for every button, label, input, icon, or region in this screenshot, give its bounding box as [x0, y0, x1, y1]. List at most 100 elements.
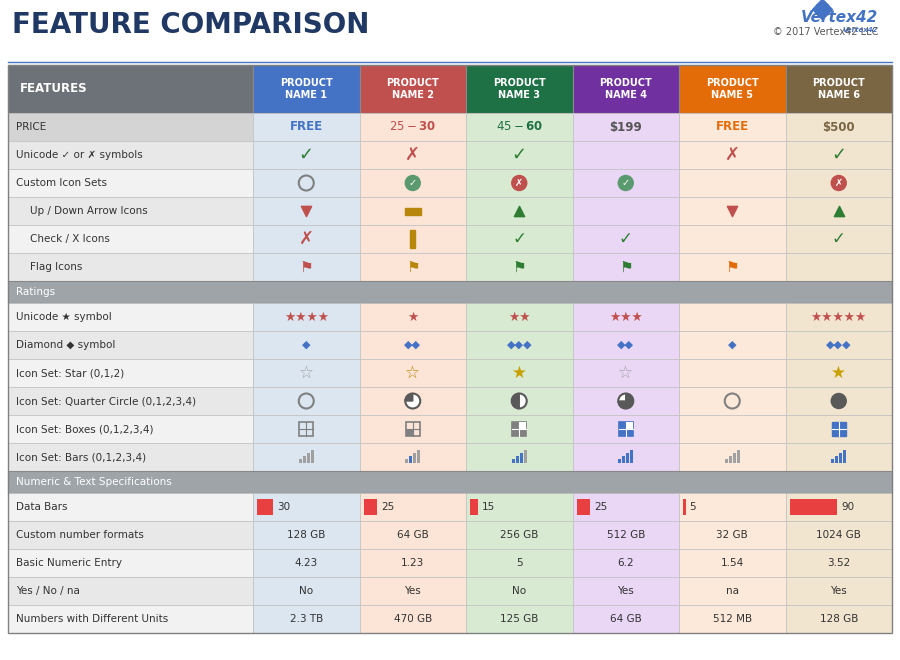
Bar — [253, 169, 359, 197]
Bar — [622, 456, 626, 463]
Bar — [843, 450, 846, 463]
Bar — [572, 577, 679, 605]
Bar — [406, 429, 413, 436]
Text: PRODUCT
NAME 1: PRODUCT NAME 1 — [280, 78, 333, 100]
Bar — [572, 113, 679, 141]
Text: Icon Set: Star (0,1,2): Icon Set: Star (0,1,2) — [16, 368, 124, 378]
Text: © 2017 Vertex42 LLC: © 2017 Vertex42 LLC — [772, 27, 878, 37]
Bar — [679, 493, 786, 521]
Bar — [466, 225, 572, 253]
Text: PRODUCT
NAME 5: PRODUCT NAME 5 — [706, 78, 759, 100]
Text: Vertex42: Vertex42 — [801, 9, 878, 24]
Text: Yes: Yes — [617, 586, 634, 596]
Bar — [786, 549, 892, 577]
Bar — [8, 471, 892, 493]
Bar — [572, 493, 679, 521]
Bar — [572, 521, 679, 549]
Point — [512, 206, 526, 216]
Text: Icon Set: Quarter Circle (0,1,2,3,4): Icon Set: Quarter Circle (0,1,2,3,4) — [16, 396, 196, 406]
Bar — [359, 141, 466, 169]
Bar — [737, 450, 740, 463]
Bar — [789, 498, 837, 515]
Bar — [359, 197, 466, 225]
Bar — [577, 498, 590, 515]
Bar — [626, 422, 633, 429]
Text: ◆◆◆: ◆◆◆ — [826, 340, 851, 350]
Bar — [572, 415, 679, 443]
Text: No: No — [299, 586, 313, 596]
Bar — [683, 498, 686, 515]
Bar — [466, 577, 572, 605]
Text: ⚑: ⚑ — [406, 259, 419, 275]
Text: 25: 25 — [381, 502, 394, 512]
Bar — [679, 303, 786, 331]
Bar — [359, 549, 466, 577]
Bar — [679, 197, 786, 225]
Text: ◆: ◆ — [302, 340, 310, 350]
Text: 1024 GB: 1024 GB — [816, 530, 861, 540]
Text: 2.3 TB: 2.3 TB — [290, 614, 323, 624]
Bar — [572, 65, 679, 113]
Bar — [626, 453, 629, 463]
Bar — [572, 331, 679, 359]
Bar — [572, 169, 679, 197]
Text: Basic Numeric Entry: Basic Numeric Entry — [16, 558, 122, 568]
Text: 64 GB: 64 GB — [397, 530, 428, 540]
Bar — [572, 605, 679, 633]
Text: Flag Icons: Flag Icons — [30, 262, 83, 272]
Text: 90: 90 — [842, 502, 854, 512]
Text: No: No — [512, 586, 526, 596]
Bar — [8, 65, 892, 633]
Bar — [418, 450, 420, 463]
Text: Icon Set: Boxes (0,1,2,3,4): Icon Set: Boxes (0,1,2,3,4) — [16, 424, 154, 434]
Bar — [572, 253, 679, 281]
Bar — [364, 498, 377, 515]
Bar — [679, 549, 786, 577]
Bar — [253, 225, 359, 253]
Bar — [299, 422, 313, 436]
Bar — [8, 303, 253, 331]
Bar — [618, 459, 621, 463]
Bar — [619, 422, 633, 436]
Bar — [253, 549, 359, 577]
Text: Numeric & Text Specifications: Numeric & Text Specifications — [16, 477, 172, 487]
Bar — [410, 230, 415, 248]
Bar — [786, 141, 892, 169]
Bar — [466, 387, 572, 415]
Text: ★★★: ★★★ — [609, 310, 643, 323]
Bar — [359, 225, 466, 253]
Bar — [572, 359, 679, 387]
Text: 1.23: 1.23 — [401, 558, 425, 568]
Text: ☆: ☆ — [618, 364, 634, 382]
Text: 25: 25 — [594, 502, 608, 512]
Bar — [466, 331, 572, 359]
Bar — [8, 281, 892, 303]
Bar — [679, 415, 786, 443]
Text: 30: 30 — [277, 502, 290, 512]
Bar — [359, 605, 466, 633]
Text: 5: 5 — [689, 502, 697, 512]
Bar — [572, 387, 679, 415]
Bar — [466, 415, 572, 443]
Text: PRODUCT
NAME 6: PRODUCT NAME 6 — [813, 78, 865, 100]
Text: 125 GB: 125 GB — [500, 614, 538, 624]
Text: ★: ★ — [512, 364, 526, 382]
Point — [810, 4, 824, 15]
Bar — [786, 225, 892, 253]
Bar — [359, 493, 466, 521]
Circle shape — [512, 176, 526, 191]
Bar — [359, 387, 466, 415]
Text: 128 GB: 128 GB — [820, 614, 858, 624]
Bar — [466, 141, 572, 169]
Text: ✓: ✓ — [409, 178, 417, 188]
Text: ⚑: ⚑ — [512, 259, 526, 275]
Text: FEATURES: FEATURES — [20, 82, 87, 96]
Bar — [466, 197, 572, 225]
Bar — [679, 521, 786, 549]
Bar — [359, 253, 466, 281]
Bar — [406, 422, 419, 436]
Text: ⚑: ⚑ — [619, 259, 633, 275]
Bar — [786, 415, 892, 443]
Bar — [572, 225, 679, 253]
Bar — [253, 493, 359, 521]
